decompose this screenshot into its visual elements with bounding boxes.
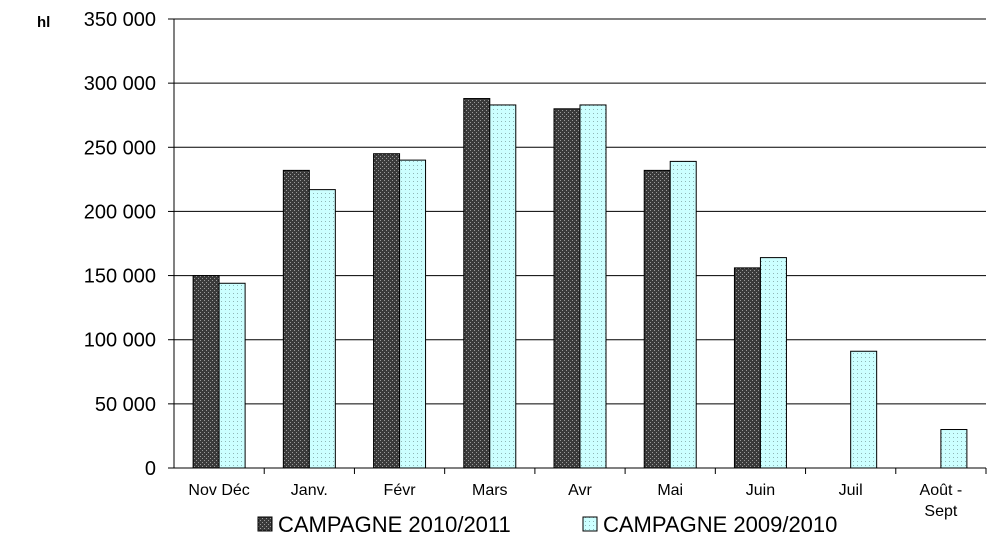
y-tick-label: 0	[145, 458, 156, 480]
y-tick-label: 250 000	[84, 137, 156, 159]
bar-campagne-2010-2011	[553, 108, 581, 469]
legend-label-campagne-2010-2011: CAMPAGNE 2010/2011	[278, 512, 511, 537]
y-tick-label: 100 000	[84, 330, 156, 352]
x-category-label: Févr	[384, 482, 417, 499]
x-category-label: Janv.	[291, 482, 328, 499]
y-tick-label: 300 000	[84, 73, 156, 95]
x-category-label: Mai	[657, 482, 683, 499]
bar-campagne-2010-2011	[373, 153, 401, 469]
bar-campagne-2010-2011	[733, 267, 761, 469]
bar-campagne-2009-2010	[308, 189, 336, 469]
bars	[192, 98, 968, 469]
legend-swatch-campagne-2009-2010	[582, 516, 598, 532]
bar-campagne-2009-2010	[579, 104, 607, 469]
legend-label-campagne-2009-2010: CAMPAGNE 2009/2010	[603, 512, 837, 537]
x-category-label: Juin	[746, 482, 775, 499]
x-category-label: Mars	[472, 482, 508, 499]
axes: 0 50 000 100 000 150 000 200 000 250 000 300 0…	[84, 9, 987, 520]
bar-campagne-2009-2010	[850, 350, 878, 469]
y-tick-label: 150 000	[84, 266, 156, 288]
bar-campagne-2009-2010	[669, 160, 697, 469]
legend: CAMPAGNE 2010/2011 CAMPAGNE 2009/2010	[257, 512, 837, 537]
y-tick-label: 50 000	[95, 394, 156, 416]
bar-campagne-2009-2010	[218, 282, 246, 469]
legend-swatch-campagne-2010-2011	[257, 516, 273, 532]
bar-campagne-2010-2011	[643, 169, 671, 469]
y-tick-label: 200 000	[84, 201, 156, 223]
x-category-label: Août -Sept	[920, 482, 963, 520]
bar-campagne-2009-2010	[489, 104, 517, 469]
bar-campagne-2010-2011	[282, 169, 310, 469]
bar-campagne-2009-2010	[399, 159, 427, 469]
x-category-label: Avr	[568, 482, 592, 499]
bar-campagne-2009-2010	[940, 429, 968, 469]
bar-campagne-2009-2010	[759, 257, 787, 469]
bar-campagne-2010-2011	[463, 98, 491, 469]
x-category-label: Nov Déc	[188, 482, 249, 499]
bar-campagne-2010-2011	[192, 275, 220, 469]
y-axis-unit-label: hl	[37, 14, 50, 31]
y-tick-label: 350 000	[84, 9, 156, 31]
x-category-label: Juil	[839, 482, 863, 499]
